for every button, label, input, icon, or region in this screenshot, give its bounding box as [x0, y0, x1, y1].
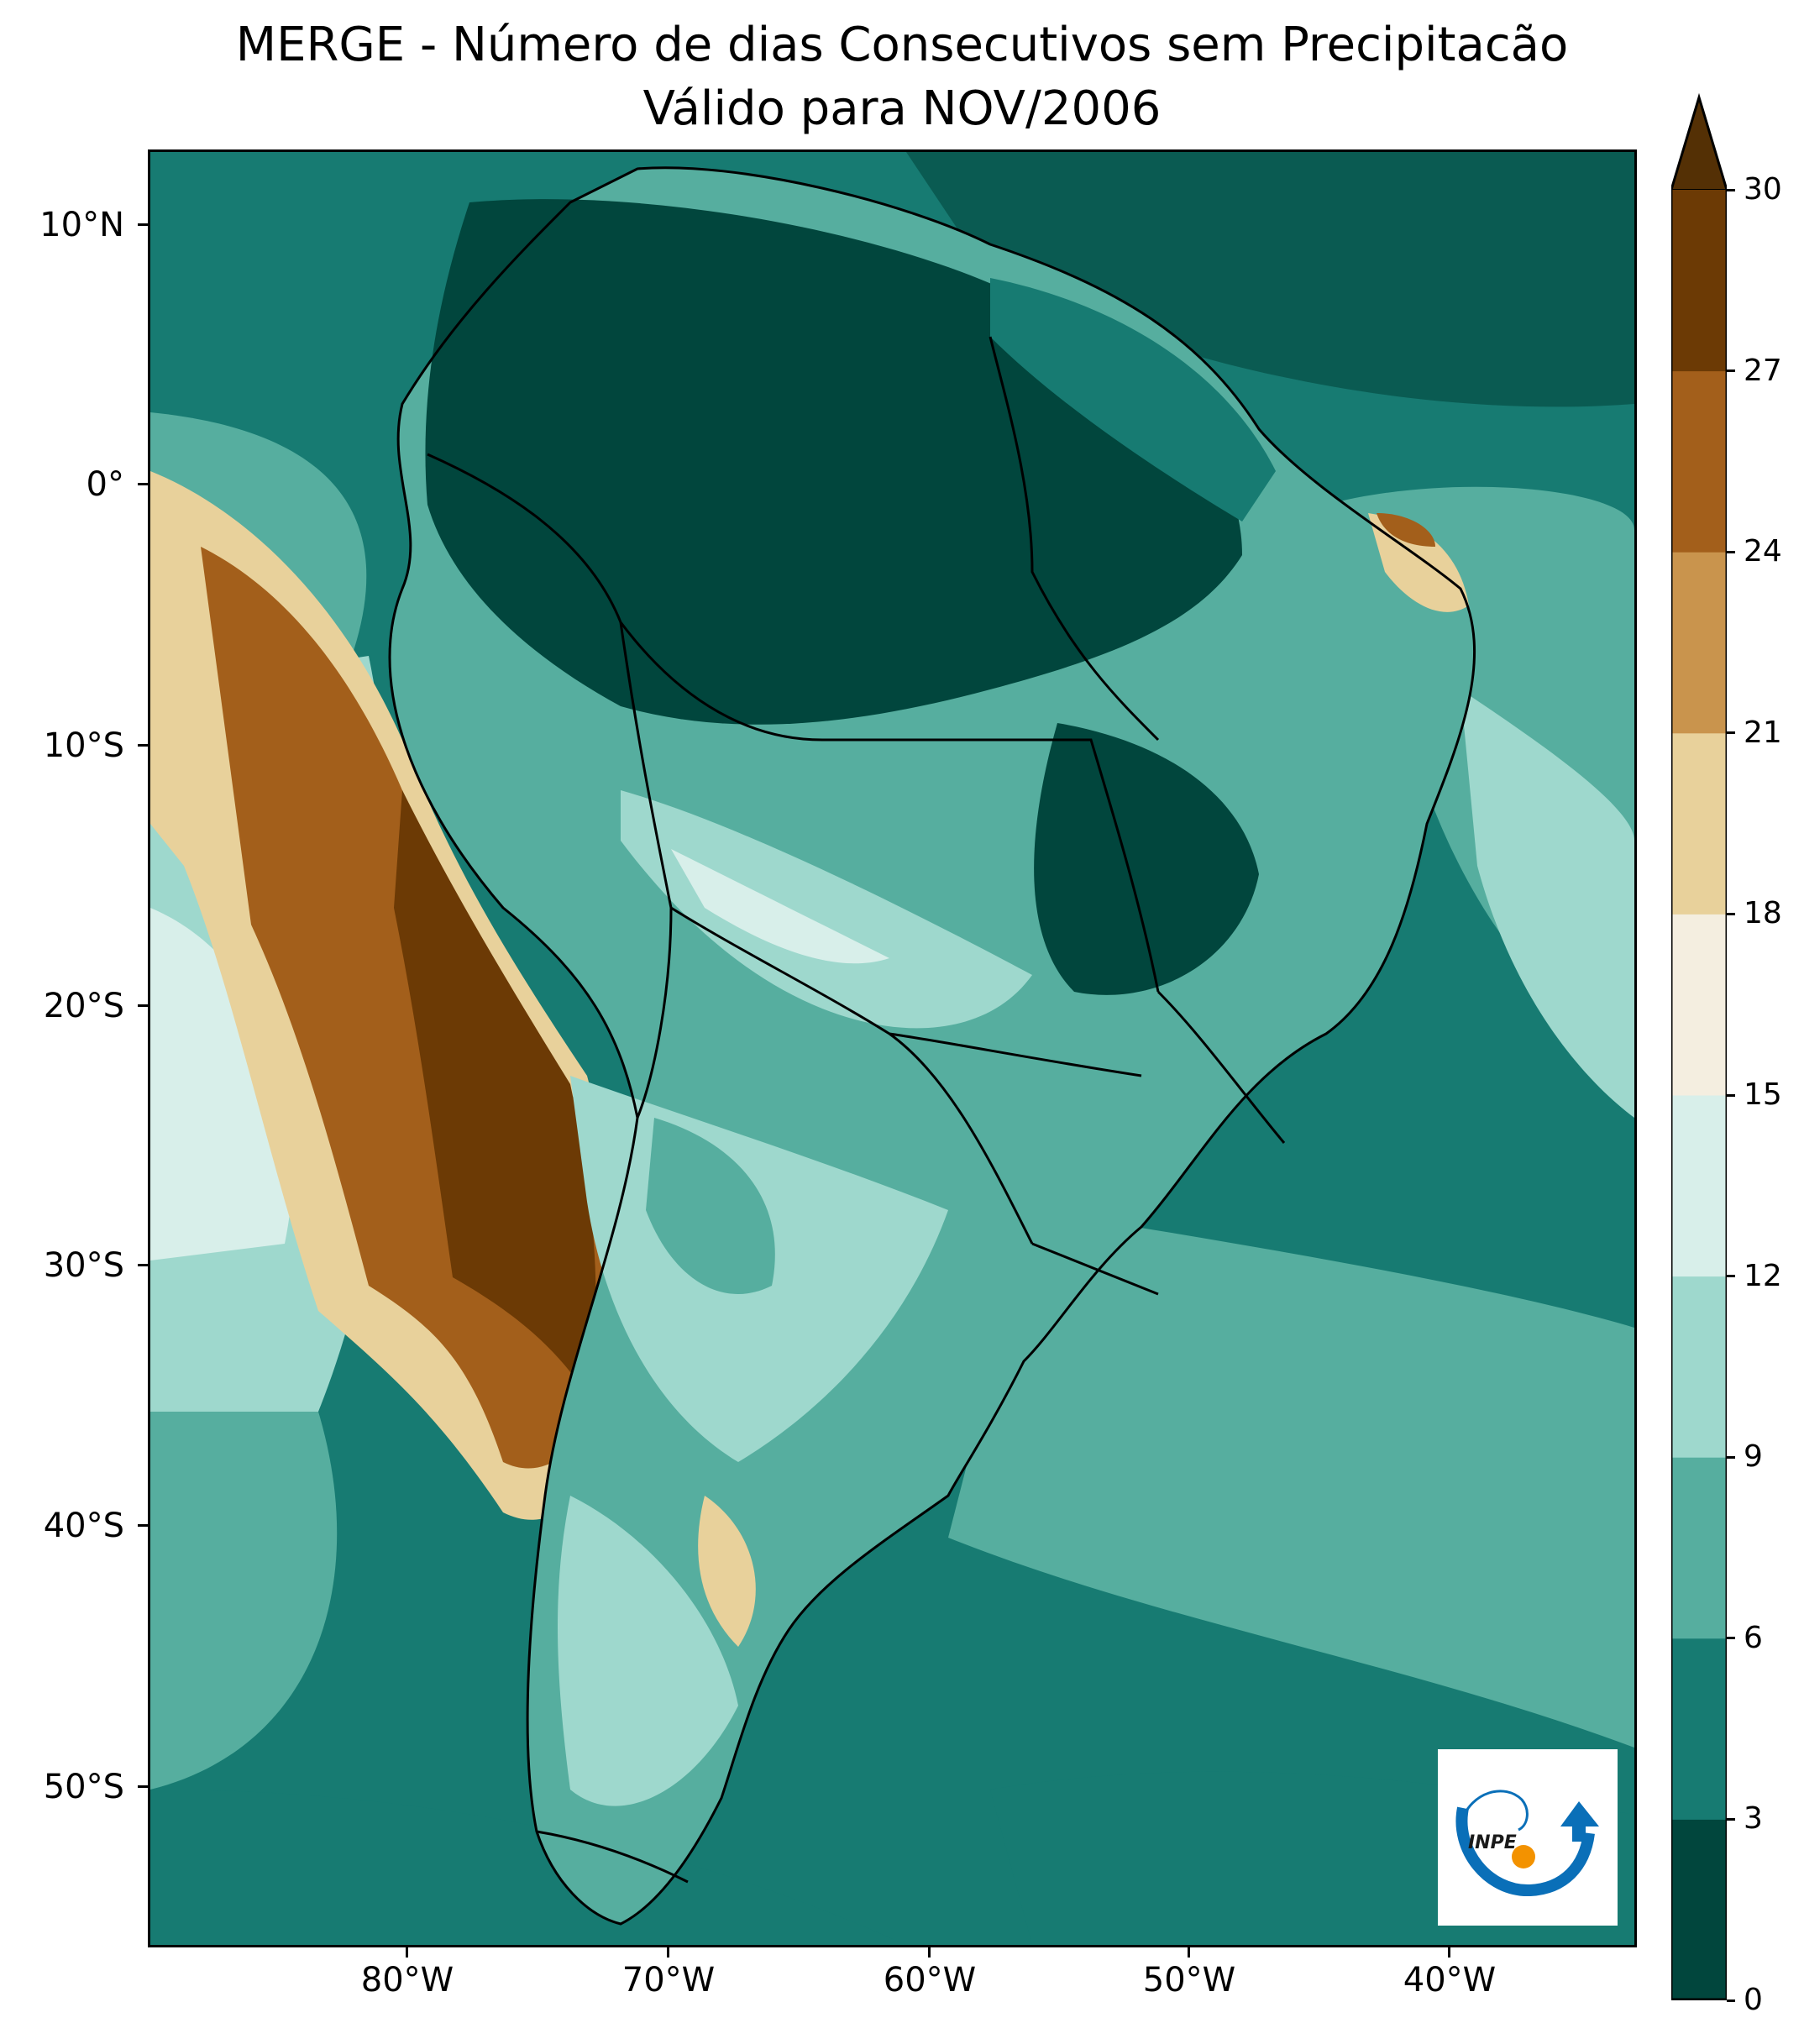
colorbar-segment	[1671, 914, 1727, 1096]
colorbar-tick-label: 9	[1744, 1439, 1763, 1475]
colorbar-tick-mark	[1727, 1817, 1735, 1821]
lat-tick-mark	[138, 1524, 148, 1527]
colorbar-tick-mark	[1727, 912, 1735, 915]
ocean-band	[150, 908, 294, 1260]
lon-tick-label: 60°W	[883, 1961, 977, 1999]
ocean-band	[1461, 689, 1634, 1118]
colorbar-tick-mark	[1727, 369, 1735, 373]
chart-subtitle: Válido para NOV/2006	[642, 81, 1162, 136]
colorbar-segment	[1671, 370, 1727, 553]
logo-arrow	[1560, 1801, 1599, 1842]
logo-orbit	[1460, 1790, 1529, 1832]
colorbar-tick-mark	[1727, 1637, 1735, 1640]
colorbar-tick-mark	[1727, 1093, 1735, 1097]
lon-tick-mark	[1448, 1947, 1450, 1958]
lat-tick-label: 30°S	[43, 1246, 124, 1285]
logo-text: INPE	[1468, 1832, 1517, 1853]
lon-tick-mark	[667, 1947, 669, 1958]
map-panel	[148, 149, 1637, 1947]
moderate-zone	[558, 1496, 738, 1806]
lat-tick-label: 10°S	[43, 726, 124, 765]
lon-tick-label: 40°W	[1403, 1961, 1497, 1999]
inpe-logo-graphic: INPE	[1455, 1790, 1599, 1897]
moderate-zone	[990, 278, 1276, 521]
lat-tick-label: 50°S	[43, 1768, 124, 1806]
colorbar-tick-label: 15	[1744, 1077, 1782, 1112]
colorbar-tick-mark	[1727, 731, 1735, 735]
colorbar-tick-mark	[1727, 188, 1735, 191]
ocean-band	[948, 1210, 1634, 1748]
lat-tick-mark	[138, 1264, 148, 1266]
lat-tick-mark	[138, 223, 148, 226]
colorbar-tick-label: 6	[1744, 1620, 1763, 1655]
moderate-zone	[621, 790, 1032, 1029]
chart-title: MERGE - Número de dias Consecutivos sem …	[235, 18, 1569, 72]
dry-zone	[394, 790, 596, 1395]
colorbar-segment	[1671, 190, 1727, 372]
inpe-logo: INPE	[1438, 1749, 1618, 1926]
boundaries	[388, 166, 1476, 1926]
moderate-zone	[646, 1118, 775, 1294]
lon-tick-label: 80°W	[360, 1961, 454, 1999]
colorbar-tick-label: 27	[1744, 353, 1782, 388]
colorbar-tick-label: 3	[1744, 1801, 1763, 1837]
colorbar-extend-arrow	[1670, 94, 1728, 191]
lat-tick-label: 0°	[86, 465, 124, 504]
colorbar-tick-mark	[1727, 1455, 1735, 1459]
dry-zone	[698, 1496, 756, 1647]
colorbar-tick-label: 12	[1744, 1258, 1782, 1293]
lon-tick-label: 70°W	[621, 1961, 716, 1999]
lat-tick-mark	[138, 744, 148, 747]
logo-sun	[1512, 1845, 1535, 1868]
moderate-zone	[671, 849, 889, 964]
lat-tick-mark	[138, 483, 148, 485]
colorbar-tick-label: 0	[1744, 1983, 1763, 2017]
lon-tick-mark	[406, 1947, 408, 1958]
colorbar-segment	[1671, 1276, 1727, 1458]
lat-tick-label: 20°S	[43, 987, 124, 1025]
colorbar-tick-label: 24	[1744, 534, 1782, 569]
ocean-band	[150, 1790, 906, 1945]
dry-zone	[1377, 513, 1435, 547]
colorbar-segment	[1671, 1819, 1727, 2001]
precipitation-map	[150, 152, 1634, 1945]
colorbar-tick-label: 30	[1744, 172, 1782, 207]
lat-tick-mark	[138, 1785, 148, 1788]
lon-tick-label: 50°W	[1142, 1961, 1236, 1999]
lon-tick-mark	[1188, 1947, 1190, 1958]
colorbar-segment	[1671, 1638, 1727, 1820]
colorbar-graphic	[1670, 92, 1728, 2001]
colorbar-tick-mark	[1727, 1999, 1735, 2002]
wet-zone	[1034, 723, 1259, 995]
lat-tick-mark	[138, 1004, 148, 1007]
colorbar-tick-label: 21	[1744, 715, 1782, 750]
lon-tick-mark	[928, 1947, 931, 1958]
colorbar-segment	[1671, 1095, 1727, 1277]
colorbar-tick-mark	[1727, 550, 1735, 553]
colorbar-segment	[1671, 552, 1727, 734]
colorbar-segment	[1671, 732, 1727, 915]
colorbar-segment	[1671, 1457, 1727, 1639]
colorbar-tick-mark	[1727, 1275, 1735, 1278]
colorbar-tick-label: 18	[1744, 896, 1782, 931]
lat-tick-label: 40°S	[43, 1507, 124, 1545]
colorbar	[1670, 92, 1728, 2001]
ocean-band	[906, 152, 1634, 407]
lat-tick-label: 10°N	[39, 206, 124, 244]
ocean-band	[150, 1412, 338, 1790]
logo-swoosh	[1455, 1806, 1595, 1897]
